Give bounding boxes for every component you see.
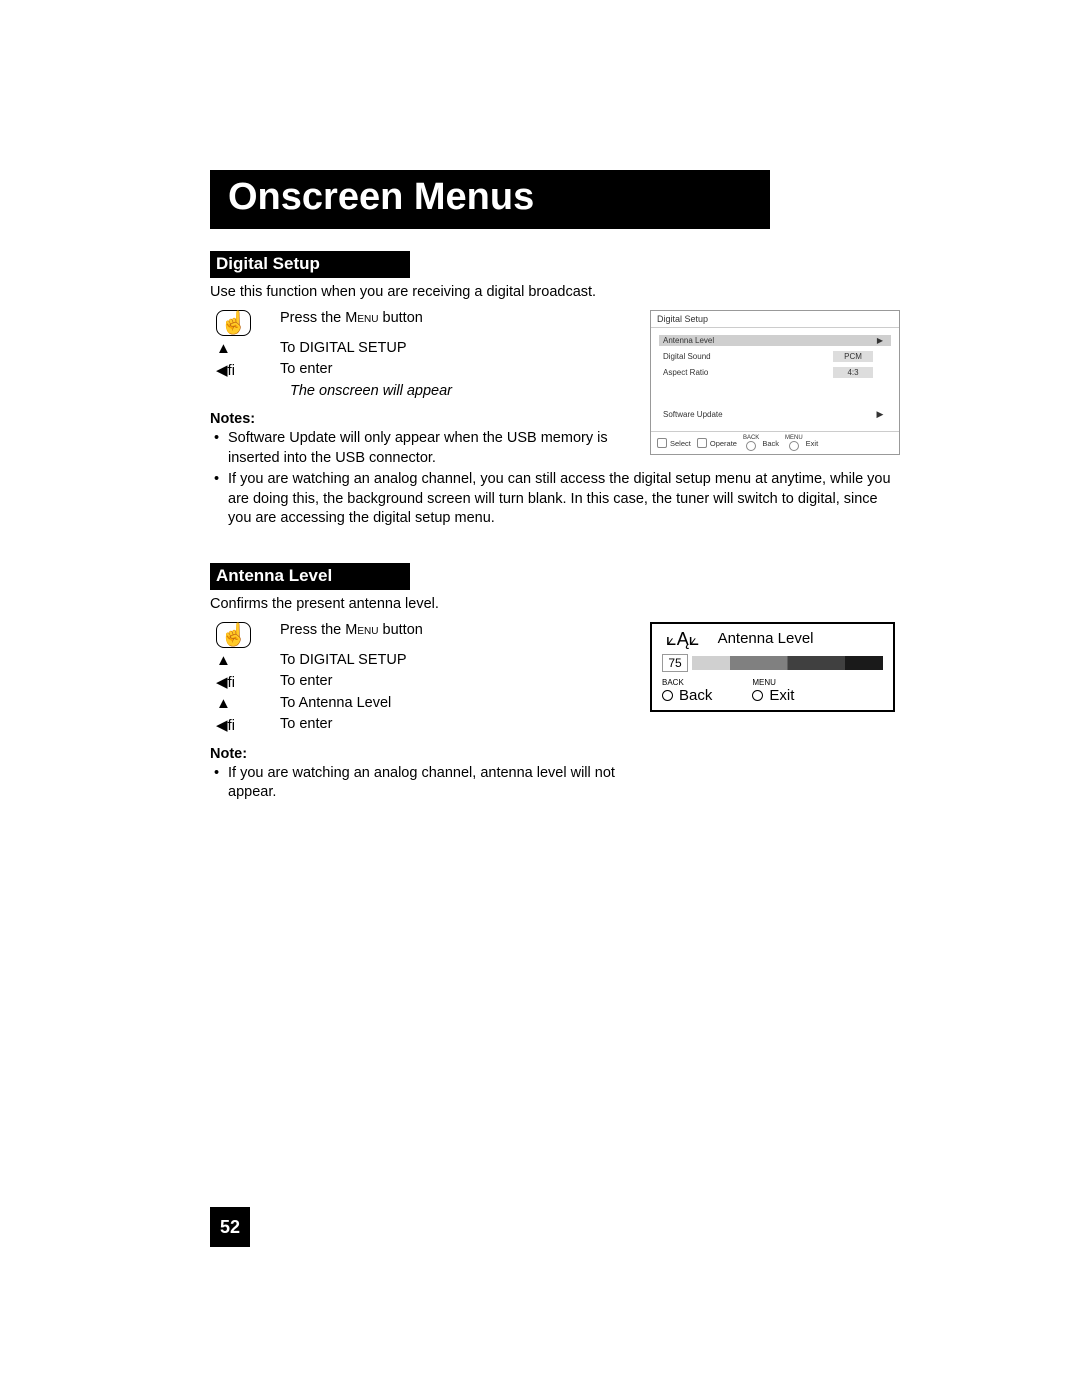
bullet-icon: • bbox=[210, 429, 228, 468]
step-text: To enter bbox=[280, 361, 332, 377]
step-text: To Antenna Level bbox=[280, 695, 391, 711]
osd-row-software-update: Software Update bbox=[663, 410, 873, 419]
note-label: Note: bbox=[210, 746, 620, 762]
right-arrow-icon: ▶ bbox=[873, 409, 887, 420]
footer-operate: Operate bbox=[710, 439, 737, 448]
digital-setup-intro: Use this function when you are receiving… bbox=[210, 284, 900, 300]
back-tiny-label: BACK bbox=[662, 678, 712, 687]
left-arrow-icon: ◀ﬁ bbox=[210, 716, 280, 734]
step-text: To enter bbox=[280, 716, 332, 732]
back-icon bbox=[746, 441, 756, 451]
footer-exit: Exit bbox=[806, 439, 819, 448]
page-number: 52 bbox=[210, 1207, 250, 1247]
section-antenna-level: Antenna Level Confirms the present anten… bbox=[210, 563, 900, 803]
step-text: To DIGITAL SETUP bbox=[280, 340, 407, 356]
exit-icon bbox=[789, 441, 799, 451]
antenna-level-osd: ⟀Ą⟀ Antenna Level 75 BACK Back MENU bbox=[650, 622, 895, 712]
notes-label: Notes: bbox=[210, 411, 620, 427]
page-title: Onscreen Menus bbox=[210, 170, 770, 229]
osd-row-value: 4:3 bbox=[833, 367, 873, 378]
osd-row-label: Aspect Ratio bbox=[663, 368, 833, 377]
operate-icon bbox=[697, 438, 707, 448]
up-arrow-icon: ▲ bbox=[210, 340, 280, 357]
osd-row-label: Digital Sound bbox=[663, 352, 833, 361]
footer-select: Select bbox=[670, 439, 691, 448]
up-arrow-icon: ▲ bbox=[210, 652, 280, 669]
hand-icon: ☝ bbox=[216, 310, 251, 336]
section-digital-setup: Digital Setup Use this function when you… bbox=[210, 251, 900, 529]
exit-label: Exit bbox=[769, 687, 794, 704]
left-arrow-icon: ◀ﬁ bbox=[210, 673, 280, 691]
onscreen-appear-text: The onscreen will appear bbox=[290, 383, 620, 399]
footer-back: Back bbox=[762, 439, 779, 448]
antenna-icon: ⟀Ą⟀ bbox=[666, 630, 700, 648]
back-button-icon bbox=[662, 690, 673, 701]
antenna-value: 75 bbox=[662, 654, 688, 672]
step-text: Press the Menu button bbox=[280, 310, 423, 326]
antenna-level-intro: Confirms the present antenna level. bbox=[210, 596, 900, 612]
note-text: Software Update will only appear when th… bbox=[228, 429, 620, 468]
bullet-icon: • bbox=[210, 470, 228, 529]
back-label: Back bbox=[679, 687, 712, 704]
step-text: To DIGITAL SETUP bbox=[280, 652, 407, 668]
bullet-icon: • bbox=[210, 764, 228, 803]
osd-row-value: PCM bbox=[833, 351, 873, 362]
step-text: Press the Menu button bbox=[280, 622, 423, 638]
osd-row-antenna-level: Antenna Level bbox=[663, 336, 873, 345]
select-icon bbox=[657, 438, 667, 448]
digital-setup-heading: Digital Setup bbox=[210, 251, 410, 278]
up-arrow-icon: ▲ bbox=[210, 695, 280, 712]
step-text: To enter bbox=[280, 673, 332, 689]
exit-button-icon bbox=[752, 690, 763, 701]
digital-setup-osd: Digital Setup Antenna Level ▶ Digital So… bbox=[650, 310, 900, 455]
antenna-level-bar bbox=[692, 656, 883, 670]
left-arrow-icon: ◀ﬁ bbox=[210, 361, 280, 379]
hand-icon: ☝ bbox=[216, 622, 251, 648]
menu-tiny-label: MENU bbox=[752, 678, 794, 687]
right-arrow-icon: ▶ bbox=[873, 336, 887, 345]
antenna-level-heading: Antenna Level bbox=[210, 563, 410, 590]
note-text: If you are watching an analog channel, y… bbox=[228, 470, 900, 529]
note-text: If you are watching an analog channel, a… bbox=[228, 764, 620, 803]
osd-title: Digital Setup bbox=[651, 311, 899, 328]
osd-title: Antenna Level bbox=[718, 630, 814, 647]
